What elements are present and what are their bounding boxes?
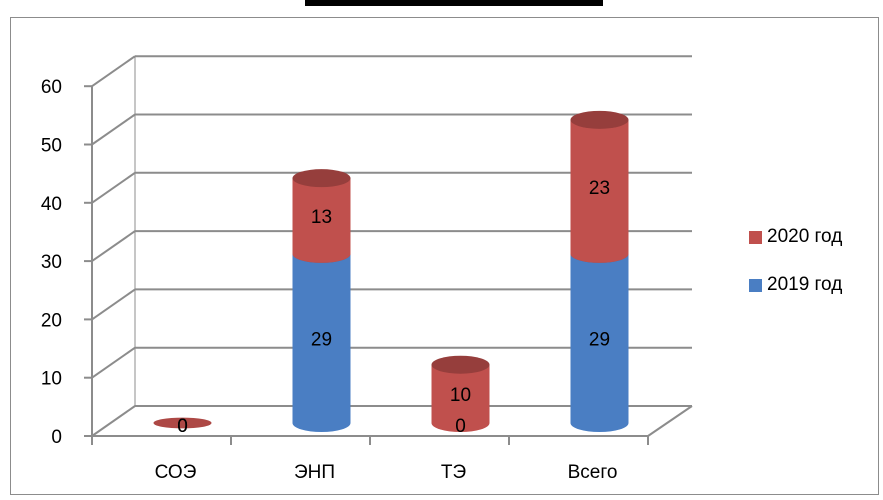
side-gridline [92, 173, 135, 203]
data-label: 13 [311, 207, 332, 228]
legend-item-2020: 2020 год [749, 224, 842, 250]
bar-top-cap [293, 169, 351, 187]
side-gridline [92, 406, 135, 436]
legend-swatch-2020 [749, 231, 762, 244]
data-label: 23 [589, 178, 610, 199]
y-tick-label: 50 [41, 136, 62, 157]
side-gridline [92, 115, 135, 145]
x-tick-label: СОЭ [155, 462, 197, 483]
legend: 2020 год 2019 год [749, 224, 842, 320]
y-tick-label: 30 [41, 252, 62, 273]
side-gridline [92, 348, 135, 378]
side-gridline [92, 289, 135, 319]
x-tick-label: Всего [568, 462, 618, 483]
bar-top-cap [571, 111, 629, 129]
data-label: 0 [455, 416, 466, 437]
legend-label-2020: 2020 год [767, 226, 842, 248]
x-tick-label: ЭНП [294, 462, 335, 483]
y-tick-label: 20 [41, 310, 62, 331]
legend-item-2019: 2019 год [749, 272, 842, 298]
data-label: 0 [177, 416, 188, 437]
data-label: 10 [450, 385, 471, 406]
bar-top-cap [432, 356, 490, 374]
side-gridline [92, 231, 135, 261]
y-tick-label: 10 [41, 369, 62, 390]
x-tick-label: ТЭ [441, 462, 466, 483]
legend-label-2019: 2019 год [767, 274, 842, 296]
y-tick-label: 0 [51, 427, 62, 448]
data-label: 29 [589, 329, 610, 350]
y-tick-label: 40 [41, 194, 62, 215]
floor-right-edge [648, 406, 692, 436]
legend-swatch-2019 [749, 279, 762, 292]
y-tick-label: 60 [41, 77, 62, 98]
data-label: 29 [311, 329, 332, 350]
side-gridline [92, 56, 135, 86]
